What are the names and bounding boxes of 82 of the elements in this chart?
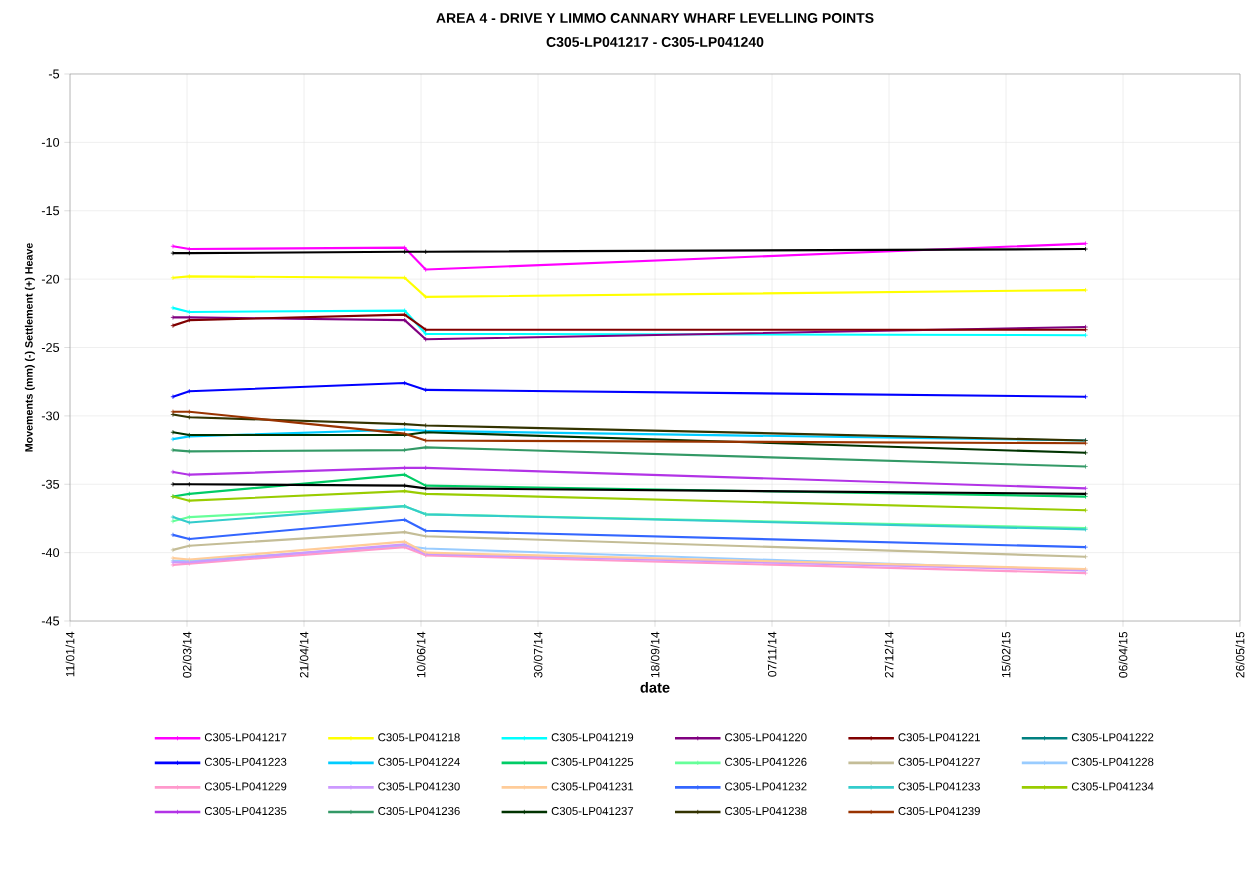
point (170, 481, 176, 487)
legend-label: C305-LP041231 (551, 782, 634, 791)
point (402, 249, 408, 255)
point (170, 305, 176, 311)
legend-label: C305-LP041238 (725, 807, 807, 816)
x-tick-label: 02/03/14 (182, 631, 192, 678)
legend-label: C305-LP041235 (204, 807, 287, 816)
point (170, 547, 176, 553)
legend-label: C305-LP041230 (378, 782, 460, 791)
point (402, 275, 408, 281)
y-tick-label: -35 (41, 479, 60, 489)
y-tick-label: -20 (41, 274, 60, 284)
legend-label: C305-LP041236 (378, 807, 460, 816)
point (170, 469, 176, 475)
x-tick-label: 10/06/14 (416, 631, 426, 678)
x-tick-label: 11/01/14 (65, 631, 75, 677)
legend-label: C305-LP041234 (1071, 782, 1154, 791)
legend-label: C305-LP041239 (898, 807, 980, 816)
x-axis-title: date (640, 681, 670, 693)
legend-label: C305-LP041229 (204, 782, 287, 791)
legend-label: C305-LP041223 (204, 757, 287, 766)
point (170, 429, 176, 435)
x-tick-label: 26/05/15 (1235, 631, 1245, 678)
x-tick-label: 06/04/15 (1118, 631, 1128, 678)
point (423, 336, 429, 342)
point (170, 394, 176, 400)
chart-subtitle: C305-LP041217 - C305-LP041240 (546, 37, 764, 47)
point (423, 528, 429, 534)
x-tick-label: 15/02/15 (1001, 631, 1011, 678)
legend-label: C305-LP041224 (378, 757, 460, 766)
x-tick-label: 30/07/14 (533, 631, 543, 678)
point (1083, 450, 1089, 456)
x-tick-label: 18/09/14 (650, 631, 660, 678)
y-tick-label: -15 (41, 206, 60, 216)
point (186, 409, 192, 415)
x-tick-label: 27/12/14 (884, 631, 894, 678)
point (1083, 554, 1089, 560)
point (170, 532, 176, 538)
y-tick-label: -10 (41, 137, 60, 147)
point (186, 273, 192, 279)
point (423, 249, 429, 255)
legend-label: C305-LP041218 (378, 733, 460, 742)
y-tick-label: -25 (41, 343, 60, 352)
legend-label: C305-LP041232 (725, 782, 807, 791)
point (170, 243, 176, 249)
legend-label: C305-LP041222 (1071, 733, 1154, 742)
point (1083, 394, 1089, 400)
point (170, 323, 176, 329)
y-axis-title: Movements (mm) (-) Settlement (+) Heave (24, 243, 35, 452)
point (423, 327, 429, 333)
legend-label: C305-LP041237 (551, 807, 634, 816)
y-tick-label: -45 (41, 616, 60, 626)
point (186, 388, 192, 394)
point (170, 514, 176, 520)
point (170, 275, 176, 281)
point (423, 444, 429, 450)
point (402, 447, 408, 453)
y-tick-label: -5 (48, 69, 60, 79)
legend-label: C305-LP041220 (725, 733, 807, 742)
legend-label: C305-LP041221 (898, 733, 980, 742)
point (1083, 485, 1089, 491)
point (186, 472, 192, 478)
point (186, 536, 192, 542)
x-tick-label: 07/11/14 (767, 631, 777, 677)
point (170, 447, 176, 453)
legend-label: C305-LP041219 (551, 733, 634, 742)
point (186, 481, 192, 487)
legend-label: C305-LP041233 (898, 782, 980, 791)
legend-label: C305-LP041227 (898, 757, 980, 766)
y-tick-label: -30 (41, 411, 60, 421)
chart-title: AREA 4 - DRIVE Y LIMMO CANNARY WHARF LEVELLING POINTS (436, 13, 874, 23)
point (170, 518, 176, 524)
legend-label: C305-LP041225 (551, 757, 634, 766)
legend-label: C305-LP041228 (1071, 757, 1154, 766)
point (1083, 507, 1089, 513)
point (186, 543, 192, 549)
point (1083, 332, 1089, 338)
point (186, 498, 192, 504)
legend-label: C305-LP041217 (204, 733, 287, 742)
x-tick-label: 21/04/14 (299, 631, 309, 678)
legend-label: C305-LP041226 (725, 757, 807, 766)
y-tick-label: -40 (41, 548, 60, 558)
